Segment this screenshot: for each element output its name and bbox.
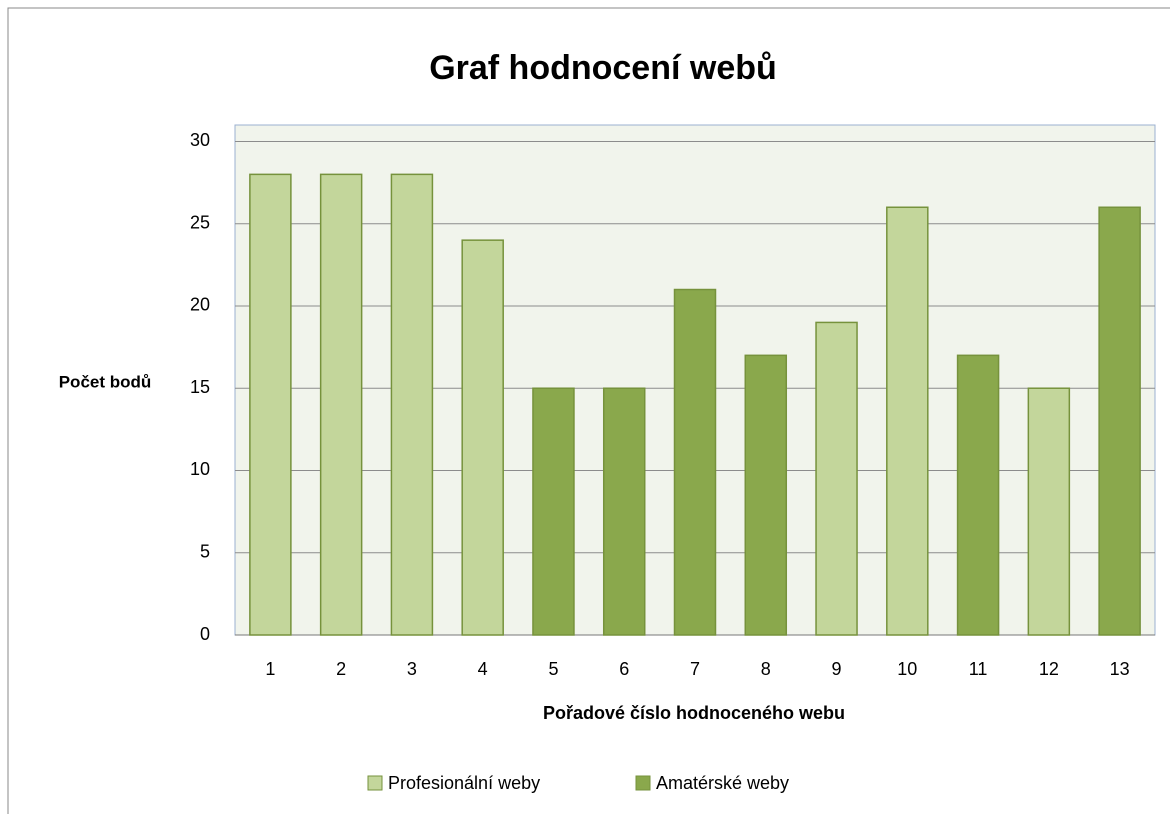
bar (461, 239, 504, 636)
x-tick-label: 5 (548, 659, 558, 679)
chart-title: Graf hodnocení webů (429, 49, 777, 87)
y-tick-label: 10 (190, 459, 210, 479)
x-tick-label: 6 (619, 659, 629, 679)
bar (532, 387, 575, 636)
x-tick-label: 9 (832, 659, 842, 679)
y-tick-label: 5 (200, 541, 210, 561)
bar (602, 387, 646, 636)
legend-label: Amatérské weby (656, 773, 789, 793)
x-tick-label: 2 (336, 659, 346, 679)
legend-swatch (635, 775, 651, 791)
y-axis-label: Počet bodů (59, 372, 152, 391)
x-tick-label: 13 (1110, 659, 1130, 679)
legend-swatch (367, 775, 383, 791)
bar (249, 173, 292, 636)
bar (1027, 387, 1071, 636)
x-tick-label: 11 (969, 659, 988, 679)
y-tick-label: 0 (200, 624, 210, 644)
bar (319, 173, 363, 636)
bar (1098, 206, 1141, 636)
x-tick-label: 8 (761, 659, 771, 679)
y-tick-label: 25 (190, 212, 210, 232)
x-tick-label: 10 (897, 659, 917, 679)
bar (886, 206, 929, 636)
bar (956, 354, 1000, 636)
x-tick-label: 3 (407, 659, 417, 679)
y-tick-label: 30 (190, 130, 210, 150)
y-tick-label: 15 (190, 377, 210, 397)
y-tick-label: 20 (190, 295, 210, 315)
x-tick-label: 12 (1039, 659, 1059, 679)
frame (7, 7, 1170, 814)
x-tick-label: 4 (478, 659, 488, 679)
bar (744, 354, 788, 636)
x-tick-label: 7 (690, 659, 700, 679)
bar (815, 321, 858, 636)
legend-label: Profesionální weby (388, 773, 540, 793)
bar (390, 173, 434, 636)
x-tick-label: 1 (265, 659, 275, 679)
x-axis-label: Pořadové číslo hodnoceného webu (543, 703, 845, 723)
bar (673, 288, 717, 636)
